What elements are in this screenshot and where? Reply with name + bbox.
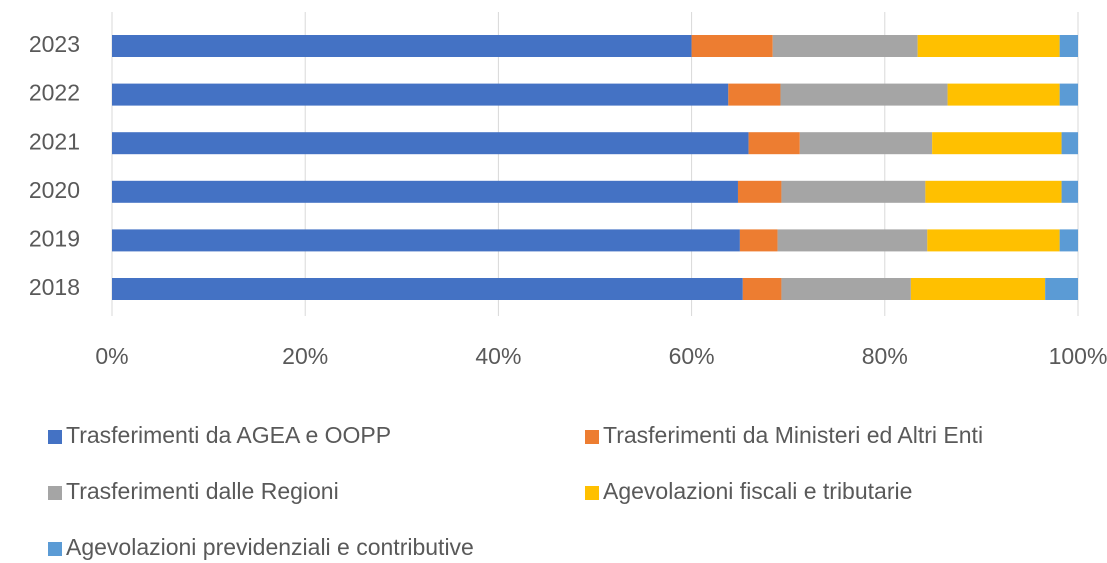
bar-segment (112, 278, 743, 300)
bar-segment (932, 132, 1062, 155)
bar-segment (927, 229, 1060, 252)
x-tick-label: 60% (669, 343, 715, 369)
bar-segment (112, 132, 749, 155)
legend-swatch (48, 430, 62, 444)
legend-swatch (585, 486, 599, 500)
legend-swatch (585, 430, 599, 444)
bar-segment (947, 83, 1060, 106)
x-tick-label: 20% (282, 343, 328, 369)
bar-segment (917, 35, 1060, 57)
x-tick-label: 0% (95, 343, 128, 369)
bar-segment (799, 132, 933, 155)
bar-segment (1059, 229, 1078, 252)
bar-segment (737, 180, 782, 203)
bar-segment (1061, 132, 1078, 155)
bar-segment (748, 132, 800, 155)
x-tick-label: 100% (1049, 343, 1107, 369)
legend-label: Agevolazioni fiscali e tributarie (603, 478, 912, 504)
y-tick-label: 2023 (29, 31, 80, 57)
bar-segment (728, 83, 781, 106)
x-tick-label: 80% (862, 343, 908, 369)
bar-segment (1059, 83, 1078, 106)
bar-segment (112, 180, 738, 203)
legend-label: Trasferimenti da Ministeri ed Altri Enti (603, 422, 983, 448)
bar-segment (780, 83, 948, 106)
bar-segment (772, 35, 918, 57)
legend-label: Trasferimenti da AGEA e OOPP (66, 422, 391, 448)
bar-segment (910, 278, 1046, 300)
legend-swatch (48, 542, 62, 556)
y-tick-label: 2020 (29, 177, 80, 203)
legend-label: Agevolazioni previdenziali e contributiv… (66, 534, 474, 560)
bar-segment (1045, 278, 1078, 300)
bar-segment (1059, 35, 1078, 57)
x-tick-label: 40% (475, 343, 521, 369)
legend-swatch (48, 486, 62, 500)
y-tick-label: 2021 (29, 128, 80, 154)
bar-segment (742, 278, 782, 300)
y-tick-label: 2022 (29, 80, 80, 106)
legend-label: Trasferimenti dalle Regioni (66, 478, 339, 504)
bar-segment (1061, 180, 1078, 203)
y-tick-label: 2018 (29, 274, 80, 300)
bar-segment (781, 278, 911, 300)
bar-segment (112, 229, 740, 252)
bar-segment (925, 180, 1062, 203)
y-tick-label: 2019 (29, 225, 80, 251)
bar-segment (112, 35, 692, 57)
bar-segment (739, 229, 778, 252)
bar-segment (112, 83, 729, 106)
bar-segment (777, 229, 928, 252)
bar-segment (781, 180, 926, 203)
bar-segment (691, 35, 773, 57)
